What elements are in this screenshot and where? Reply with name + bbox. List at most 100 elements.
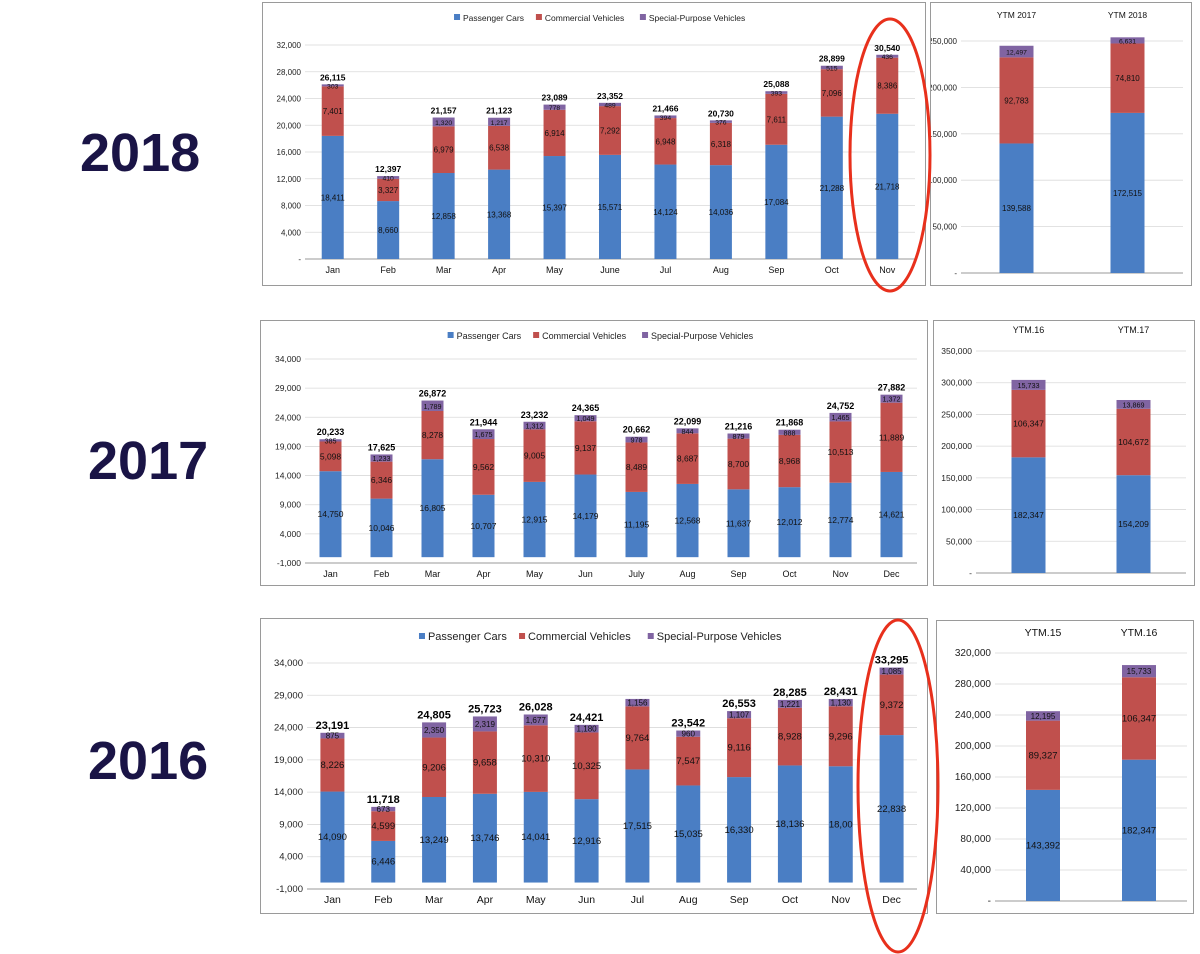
data-label-passenger: 21,718 bbox=[875, 182, 900, 191]
data-label-special: 410 bbox=[383, 175, 395, 182]
total-label: 24,421 bbox=[570, 712, 604, 724]
data-label-commercial: 104,672 bbox=[1118, 437, 1149, 447]
data-label-commercial: 9,372 bbox=[880, 700, 904, 711]
x-tick-label: May bbox=[526, 569, 544, 579]
legend-label-passenger: Passenger Cars bbox=[428, 631, 507, 643]
x-tick-label: Sep bbox=[730, 569, 746, 579]
bar-special bbox=[488, 117, 511, 126]
bar-passenger bbox=[472, 793, 497, 883]
legend-swatch-commercial bbox=[533, 332, 540, 338]
data-label-passenger: 14,750 bbox=[318, 509, 344, 519]
y-tick-label: 150,000 bbox=[941, 473, 972, 483]
data-label-commercial: 3,327 bbox=[378, 186, 399, 195]
bar-commercial bbox=[321, 86, 344, 136]
data-label-passenger: 12,774 bbox=[828, 515, 854, 525]
bar-commercial bbox=[574, 732, 599, 800]
y-tick-label: 40,000 bbox=[960, 865, 991, 876]
bar-commercial bbox=[820, 69, 843, 117]
data-label-special: 393 bbox=[771, 91, 783, 98]
data-label-commercial: 8,226 bbox=[321, 760, 345, 771]
bar-commercial bbox=[1026, 720, 1060, 790]
year-label-2017: 2017 bbox=[88, 431, 209, 491]
data-label-special: 1,465 bbox=[831, 413, 849, 422]
y-tick-label: 4,000 bbox=[281, 228, 302, 237]
bar-special bbox=[1110, 37, 1145, 44]
data-label-passenger: 154,209 bbox=[1118, 519, 1149, 529]
data-label-special: 1,049 bbox=[576, 414, 594, 423]
bar-passenger bbox=[625, 491, 648, 558]
bar-passenger bbox=[432, 173, 455, 259]
bar-commercial bbox=[880, 402, 903, 472]
total-label: 30,540 bbox=[874, 43, 900, 53]
chart-2016-monthly: -1,000 4,000 9,000 14,000 19,000 24,000 29,000… bbox=[260, 618, 928, 914]
bar-special bbox=[709, 120, 732, 123]
y-tick-label: 50,000 bbox=[933, 223, 958, 232]
y-tick-label: 100,000 bbox=[931, 176, 958, 185]
chart-2018-monthly: - 4,000 8,000 12,000 16,000 20,000 24,000 28,00… bbox=[262, 2, 926, 286]
bar-passenger bbox=[777, 765, 802, 883]
bar-special bbox=[472, 429, 495, 440]
data-label-passenger: 21,288 bbox=[820, 184, 845, 193]
bar-special bbox=[829, 412, 852, 422]
bar-special bbox=[880, 394, 903, 403]
category-label: YTM.15 bbox=[1025, 627, 1062, 639]
data-label-commercial: 6,318 bbox=[711, 140, 732, 149]
data-label-special: 1,312 bbox=[525, 422, 543, 431]
y-tick-label: 250,000 bbox=[931, 37, 958, 46]
bar-special bbox=[370, 454, 393, 462]
bar-special bbox=[765, 91, 788, 94]
data-label-commercial: 7,096 bbox=[822, 89, 843, 98]
y-tick-label: 300,000 bbox=[941, 378, 972, 388]
data-label-passenger: 13,368 bbox=[487, 210, 512, 219]
total-label: 28,285 bbox=[773, 687, 807, 699]
bar-passenger bbox=[422, 796, 447, 883]
data-label-special: 978 bbox=[630, 436, 642, 445]
bar-commercial bbox=[1122, 677, 1156, 760]
x-tick-label: July bbox=[628, 569, 645, 579]
chart-2016-monthly-svg: -1,000 4,000 9,000 14,000 19,000 24,000 29,000… bbox=[274, 631, 917, 906]
bar-passenger bbox=[523, 791, 548, 883]
data-label-special: 436 bbox=[882, 54, 894, 61]
bar-special bbox=[523, 714, 548, 726]
data-label-commercial: 8,687 bbox=[677, 454, 699, 464]
category-label: YTM.16 bbox=[1121, 627, 1158, 639]
legend-swatch-passenger bbox=[454, 14, 461, 20]
data-label-commercial: 9,764 bbox=[626, 733, 650, 744]
bar-commercial bbox=[1110, 43, 1145, 113]
bar-commercial bbox=[370, 461, 393, 499]
bar-special bbox=[676, 428, 699, 434]
year-label-2016: 2016 bbox=[88, 731, 209, 791]
data-label-passenger: 22,838 bbox=[877, 804, 906, 815]
bar-special bbox=[820, 65, 843, 70]
data-label-passenger: 11,637 bbox=[726, 518, 752, 528]
x-tick-label: Feb bbox=[374, 569, 390, 579]
data-label-special: 1,156 bbox=[627, 699, 648, 708]
data-label-special: 12,497 bbox=[1006, 50, 1027, 57]
category-label: YTM.16 bbox=[1013, 325, 1045, 335]
data-label-special: 489 bbox=[604, 102, 616, 109]
data-label-special: 13,869 bbox=[1122, 400, 1144, 409]
data-label-special: 1,789 bbox=[423, 402, 441, 411]
data-label-passenger: 12,858 bbox=[431, 212, 456, 221]
y-tick-label: 16,000 bbox=[277, 148, 302, 157]
data-label-commercial: 9,206 bbox=[422, 762, 446, 773]
bar-commercial bbox=[319, 441, 342, 472]
bar-commercial bbox=[377, 178, 400, 202]
x-tick-label: Dec bbox=[883, 569, 900, 579]
bar-passenger bbox=[320, 791, 345, 883]
data-label-commercial: 6,538 bbox=[489, 144, 510, 153]
bar-special bbox=[999, 45, 1034, 58]
x-tick-label: Mar bbox=[425, 894, 444, 906]
bar-special bbox=[1116, 399, 1151, 409]
data-label-commercial: 10,325 bbox=[572, 761, 601, 772]
x-tick-label: Nov bbox=[832, 569, 849, 579]
bar-passenger bbox=[472, 494, 495, 558]
bar-commercial bbox=[422, 737, 447, 797]
data-label-special: 1,320 bbox=[435, 120, 452, 127]
data-label-passenger: 17,515 bbox=[623, 821, 652, 832]
legend-label-special: Special-Purpose Vehicles bbox=[651, 331, 754, 341]
bar-passenger bbox=[880, 471, 903, 558]
bar-commercial bbox=[543, 109, 566, 157]
bar-commercial bbox=[778, 434, 801, 488]
bar-commercial bbox=[371, 811, 396, 841]
